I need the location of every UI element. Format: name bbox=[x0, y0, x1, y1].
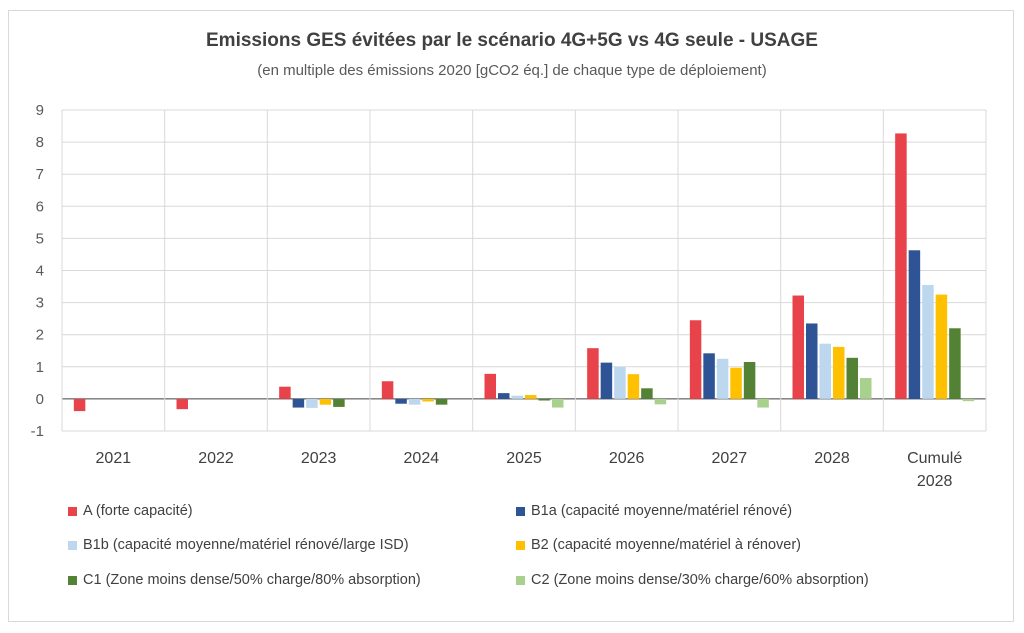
legend-swatch bbox=[68, 575, 77, 585]
chart-frame bbox=[8, 10, 1014, 622]
x-tick-label: 2026 bbox=[609, 450, 645, 467]
bar bbox=[654, 398, 667, 405]
bar bbox=[498, 393, 510, 399]
bar bbox=[627, 374, 640, 399]
bar bbox=[689, 320, 702, 399]
bar bbox=[895, 133, 907, 399]
y-tick-label: 4 bbox=[36, 263, 44, 280]
y-tick-label: 0 bbox=[36, 391, 44, 408]
x-tick-label: 2024 bbox=[404, 450, 440, 467]
legend-item: B1b (capacité moyenne/matériel rénové/la… bbox=[68, 537, 409, 553]
x-tick-label: 2025 bbox=[506, 450, 542, 467]
bar bbox=[962, 398, 975, 402]
legend-item: B1a (capacité moyenne/matériel rénové) bbox=[516, 503, 792, 519]
bar bbox=[422, 398, 434, 402]
x-tick-label: 2028 bbox=[814, 450, 850, 467]
bar bbox=[587, 348, 599, 399]
bar bbox=[600, 362, 613, 399]
y-tick-label: 1 bbox=[36, 359, 44, 376]
y-tick-label: 3 bbox=[36, 295, 44, 312]
x-tick-label: 2022 bbox=[198, 450, 234, 467]
y-tick-label: 6 bbox=[36, 198, 44, 215]
bar bbox=[716, 358, 729, 399]
legend-swatch bbox=[68, 540, 77, 550]
bar bbox=[73, 398, 86, 412]
bar bbox=[641, 388, 653, 399]
legend-swatch bbox=[516, 575, 525, 585]
legend-label: A (forte capacité) bbox=[83, 503, 193, 519]
x-tick-label: 2021 bbox=[96, 450, 132, 467]
legend-label: C2 (Zone moins dense/30% charge/60% abso… bbox=[531, 572, 869, 588]
legend-label: C1 (Zone moins dense/50% charge/80% abso… bbox=[83, 572, 421, 588]
bar bbox=[806, 323, 818, 399]
legend-swatch bbox=[516, 506, 525, 516]
bar bbox=[833, 346, 845, 399]
legend-label: B1a (capacité moyenne/matériel rénové) bbox=[531, 503, 793, 519]
bar bbox=[435, 398, 448, 405]
bar bbox=[525, 395, 537, 399]
bar bbox=[703, 353, 715, 399]
bar bbox=[292, 398, 305, 408]
chart-title: Emissions GES évitées par le scénario 4G… bbox=[206, 30, 818, 51]
bar bbox=[614, 366, 626, 399]
bar bbox=[395, 398, 407, 404]
y-tick-label: 8 bbox=[36, 134, 44, 151]
x-tick-label: 2023 bbox=[301, 450, 337, 467]
chart-subtitle: (en multiple des émissions 2020 [gCO2 éq… bbox=[257, 62, 767, 79]
legend-label: B1b (capacité moyenne/matériel rénové/la… bbox=[83, 537, 409, 553]
bar bbox=[792, 295, 804, 399]
bar bbox=[846, 357, 858, 399]
bar bbox=[538, 398, 550, 401]
x-tick-label: Cumulé 2028 bbox=[907, 450, 962, 490]
bar bbox=[306, 398, 318, 408]
y-tick-label: -1 bbox=[31, 423, 44, 440]
bar bbox=[511, 395, 523, 399]
legend-item: C1 (Zone moins dense/50% charge/80% abso… bbox=[68, 572, 421, 588]
y-tick-label: 7 bbox=[36, 166, 44, 183]
bar bbox=[860, 378, 872, 399]
legend-swatch bbox=[68, 506, 77, 516]
bar bbox=[552, 398, 564, 408]
y-tick-label: 5 bbox=[36, 230, 44, 247]
bar bbox=[757, 398, 769, 408]
bar bbox=[949, 328, 961, 399]
bar bbox=[935, 294, 948, 399]
y-tick-label: 9 bbox=[36, 102, 44, 119]
bar bbox=[730, 367, 742, 399]
y-tick-label: 2 bbox=[36, 327, 44, 344]
bar bbox=[484, 373, 496, 399]
legend-item: B2 (capacité moyenne/matériel à rénover) bbox=[516, 537, 801, 553]
bar bbox=[381, 381, 394, 399]
bar bbox=[922, 284, 934, 399]
bar bbox=[743, 361, 756, 399]
bar bbox=[408, 398, 421, 405]
legend-swatch bbox=[516, 540, 525, 550]
bar bbox=[908, 250, 921, 399]
x-tick-label: 2027 bbox=[712, 450, 748, 467]
bar bbox=[819, 343, 831, 399]
legend-item: C2 (Zone moins dense/30% charge/60% abso… bbox=[516, 572, 869, 588]
legend-item: A (forte capacité) bbox=[68, 503, 193, 519]
bar bbox=[279, 386, 291, 399]
bar bbox=[333, 398, 345, 407]
legend-label: B2 (capacité moyenne/matériel à rénover) bbox=[531, 537, 801, 553]
bar bbox=[319, 398, 332, 405]
bar bbox=[176, 398, 188, 410]
